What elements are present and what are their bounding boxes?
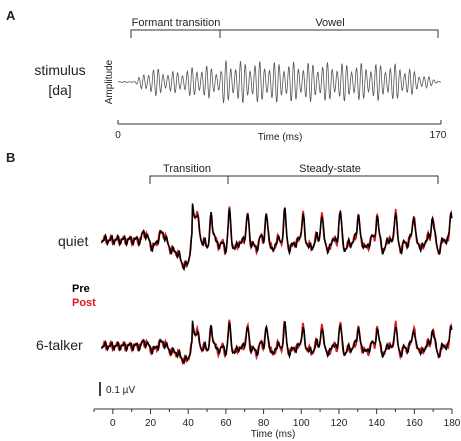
panel-b-xlabel: Time (ms) xyxy=(251,429,296,440)
stimulus-waveform xyxy=(117,60,442,104)
panel-a-ylabel: Amplitude xyxy=(104,59,115,104)
x-tick-label: 0 xyxy=(110,418,116,429)
x-tick-label: 120 xyxy=(331,418,348,429)
quiet-pre-trace xyxy=(100,203,453,272)
scale-bar: 0.1 µV xyxy=(99,382,135,396)
legend-post: Post xyxy=(72,297,96,309)
x-tick-label: 20 xyxy=(145,418,157,429)
quiet-post-trace xyxy=(101,206,453,269)
panel-a-letter: A xyxy=(6,8,16,23)
panel-a-xlabel: Time (ms) xyxy=(258,132,303,143)
x-tick-label: 160 xyxy=(406,418,423,429)
panel-b-brackets: Transition Steady-state xyxy=(149,163,439,184)
panel-a-brackets: Formant transition Vowel xyxy=(130,17,439,38)
stimulus-label: stimulus xyxy=(34,62,85,78)
panel-a-axis xyxy=(117,120,442,125)
row-6-talker-label: 6-talker xyxy=(36,337,83,353)
x-tick-label: 100 xyxy=(293,418,310,429)
panel-b-letter: B xyxy=(6,150,15,165)
panel-a-tick-start: 0 xyxy=(115,130,121,141)
row-quiet-label: quiet xyxy=(58,233,88,249)
6-talker-pre-trace xyxy=(100,320,453,365)
x-tick-label: 40 xyxy=(183,418,195,429)
legend-pre: Pre xyxy=(72,283,90,295)
bracket-vowel: Vowel xyxy=(315,17,344,29)
scale-bar-label: 0.1 µV xyxy=(106,385,135,396)
x-tick-label: 60 xyxy=(220,418,232,429)
legend: Pre Post xyxy=(72,283,96,309)
x-tick-label: 80 xyxy=(258,418,270,429)
bracket-steady-state: Steady-state xyxy=(299,163,361,175)
6-talker-post-trace xyxy=(101,319,453,366)
bracket-transition: Transition xyxy=(163,163,211,175)
panel-a-tick-end: 170 xyxy=(430,130,447,141)
bracket-formant-transition: Formant transition xyxy=(132,17,221,29)
stimulus-sublabel: [da] xyxy=(48,82,71,98)
x-tick-label: 180 xyxy=(444,418,461,429)
panel-b-axis: 0 20 40 60 80 100 120 140 160 180 xyxy=(93,408,461,429)
x-tick-label: 140 xyxy=(368,418,385,429)
